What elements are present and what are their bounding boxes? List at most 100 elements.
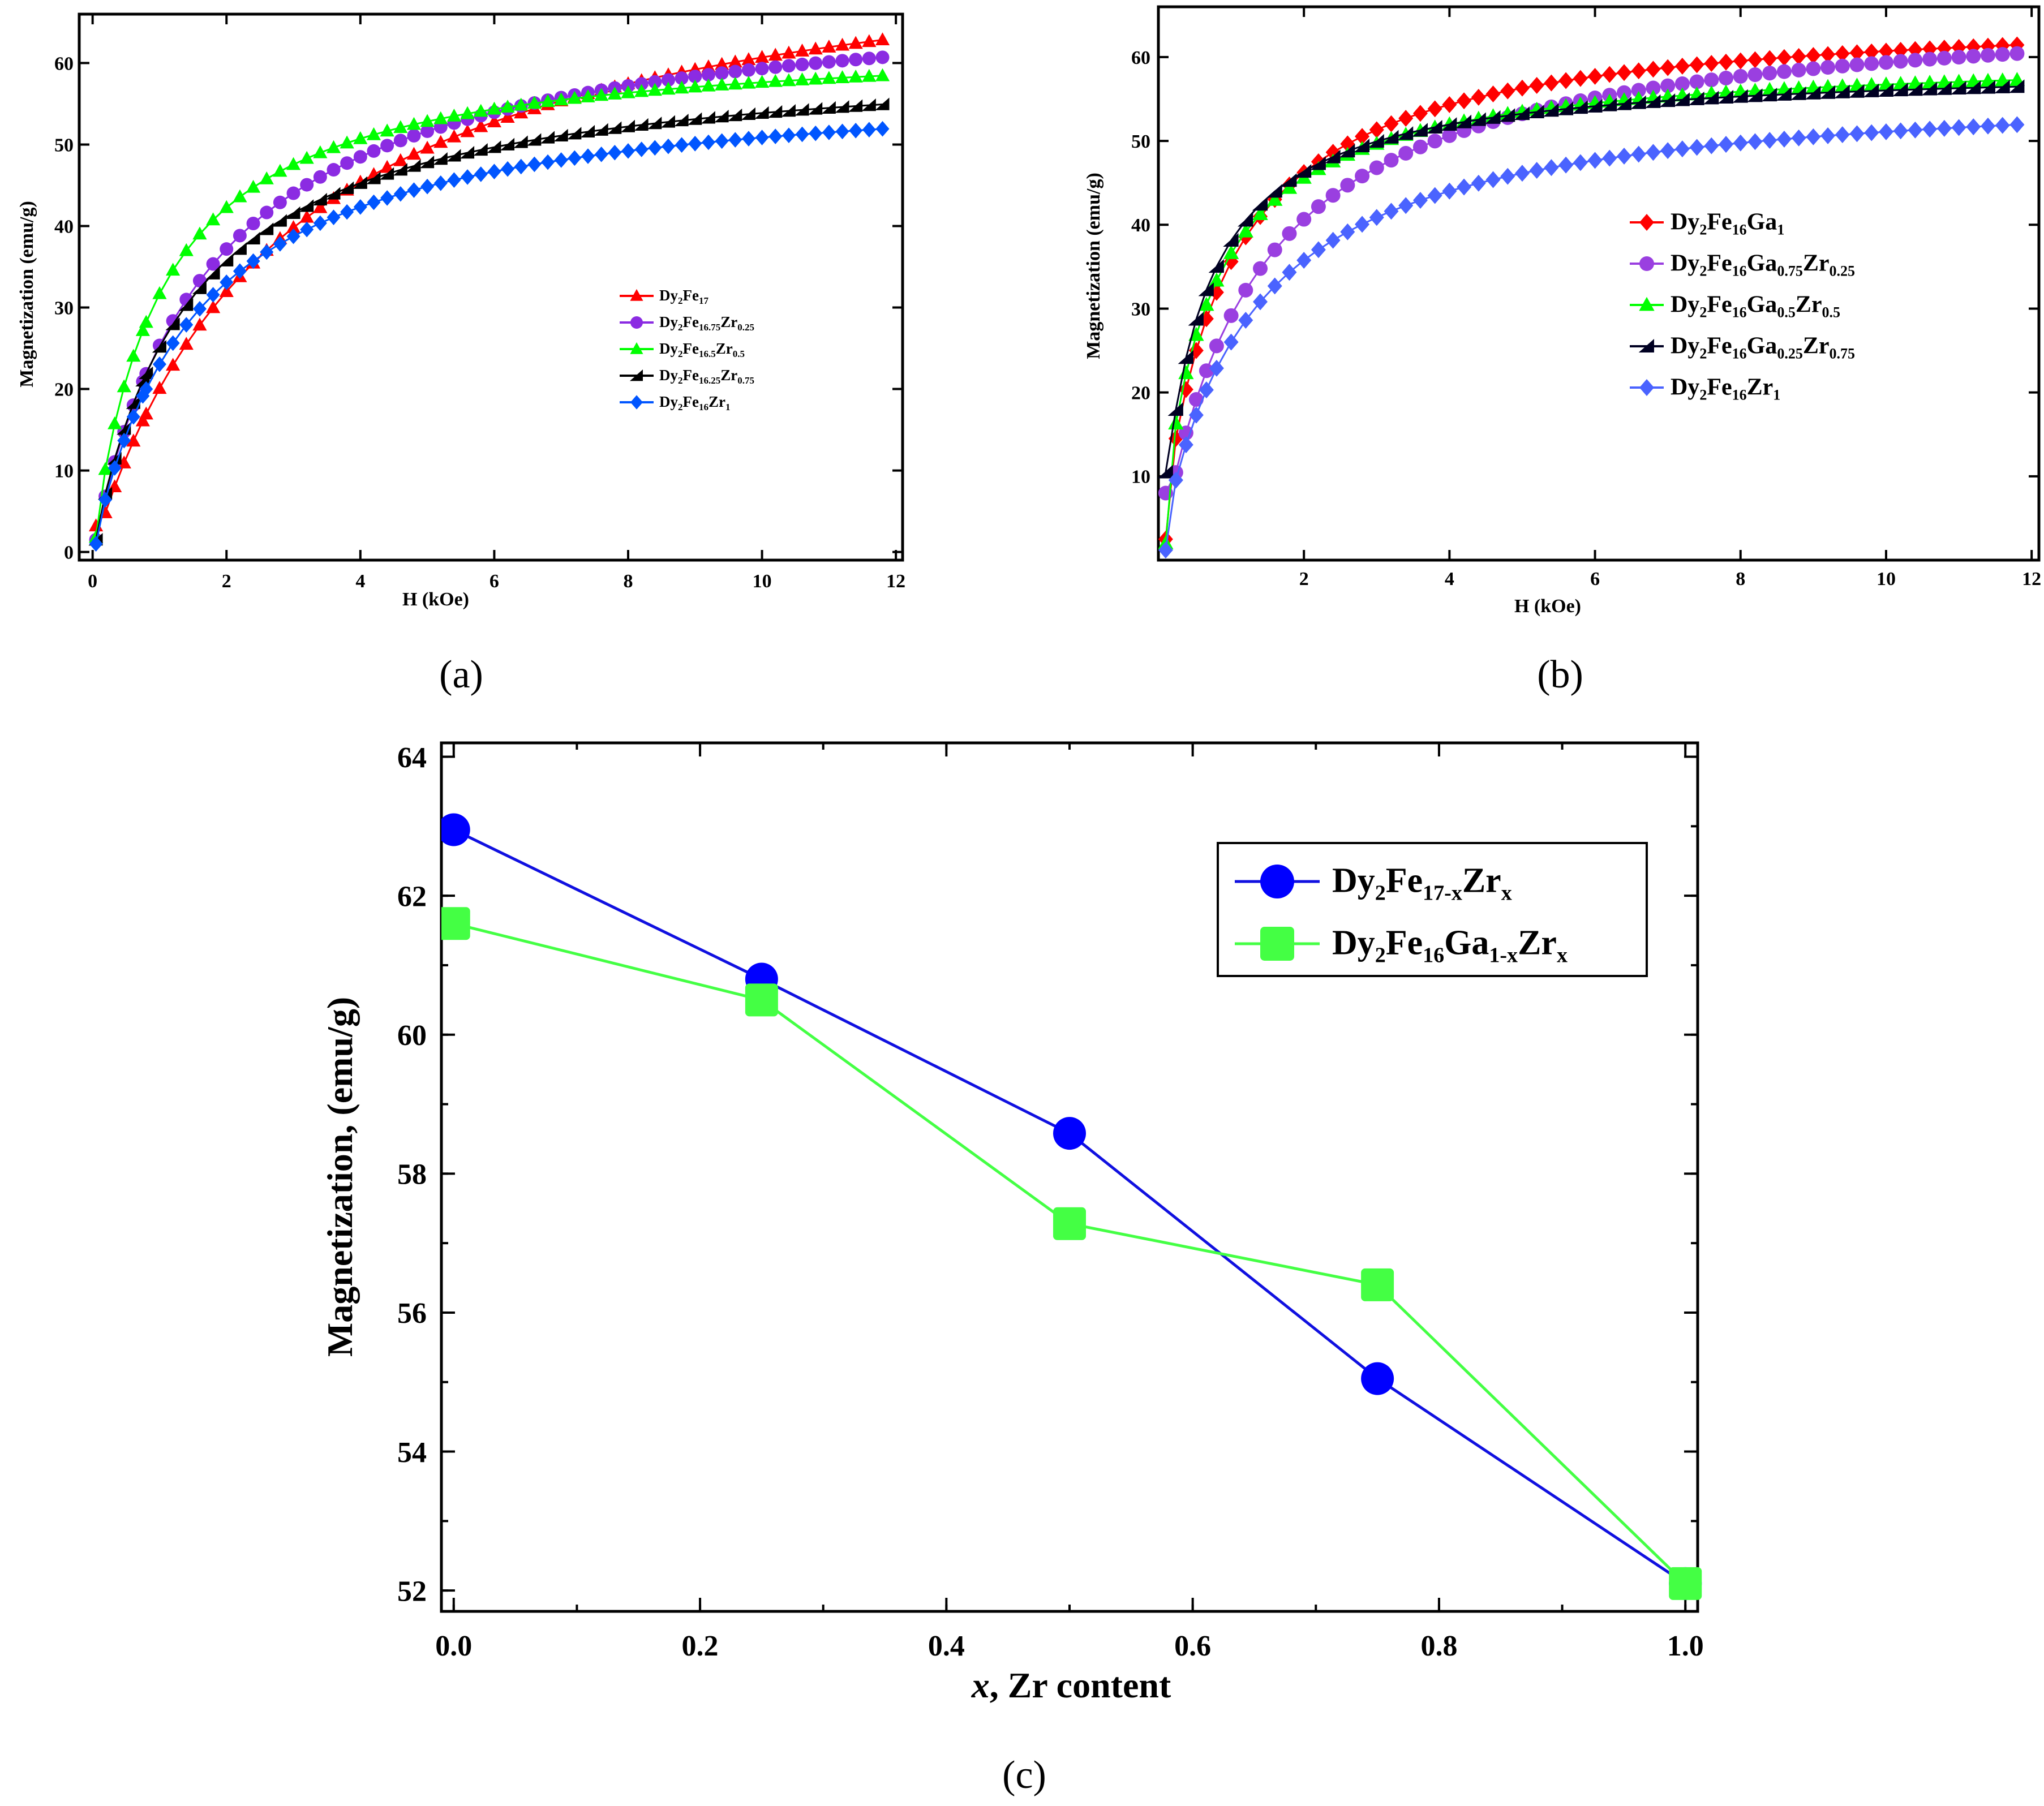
data-point [1485, 171, 1501, 188]
caption-c: (c) [1002, 1753, 1046, 1797]
data-point [741, 63, 755, 77]
data-point [1717, 89, 1734, 104]
data-point [1281, 173, 1297, 187]
data-point [861, 98, 876, 111]
data-point [446, 129, 462, 143]
data-point [634, 77, 649, 91]
data-point [1544, 74, 1559, 92]
data-point [1966, 118, 1981, 136]
data-point [822, 71, 836, 84]
series-line-1 [1165, 44, 2017, 540]
data-point [220, 274, 234, 290]
data-point [433, 135, 448, 148]
data-point [1863, 83, 1879, 97]
data-point [754, 106, 769, 119]
data-point [768, 74, 783, 87]
data-point [835, 70, 850, 83]
data-point [1951, 50, 1966, 65]
y-tick-label: 20 [54, 379, 74, 400]
data-point [674, 113, 689, 127]
data-point [1427, 119, 1442, 134]
data-point [1747, 133, 1763, 150]
data-point [260, 244, 274, 260]
data-point [849, 53, 863, 67]
data-point [1188, 392, 1204, 407]
data-point [473, 143, 488, 156]
data-point [192, 301, 207, 317]
data-point [862, 122, 876, 138]
plot-frame [1157, 5, 2041, 562]
data-point [1617, 64, 1632, 81]
legend: Dy2Fe16Ga1 Dy2Fe16Ga0.75Zr0.25 Dy2Fe16Ga0.… [1630, 209, 1855, 403]
data-point [433, 111, 448, 124]
x-tick-label: 6 [1590, 569, 1600, 590]
data-point [1719, 53, 1734, 71]
data-point [1587, 152, 1603, 169]
data-point [286, 157, 301, 170]
x-tick-label: 0.0 [435, 1630, 472, 1662]
chart-b: 2 4 6 8 10 12 10 20 30 40 50 60 H (kOe) Magnetization… [1083, 5, 2041, 617]
data-point [340, 204, 354, 220]
data-point [835, 54, 849, 68]
data-point [634, 84, 649, 97]
data-point [1209, 283, 1224, 301]
data-point [219, 253, 234, 266]
data-point [366, 127, 381, 140]
x-tick-label: 0.6 [1174, 1630, 1211, 1662]
data-point [715, 133, 729, 149]
data-point [233, 189, 247, 203]
data-point [1980, 117, 1995, 135]
data-point [768, 128, 783, 144]
data-point [594, 147, 608, 162]
data-point [621, 85, 635, 98]
data-point [474, 119, 488, 132]
data-point [1806, 61, 1821, 76]
data-point [152, 286, 167, 299]
data-point [313, 170, 327, 184]
y-tick-label: 60 [1131, 48, 1150, 68]
data-point [393, 134, 407, 148]
data-point [795, 72, 810, 85]
data-point [1339, 144, 1355, 158]
data-point [233, 263, 247, 280]
data-point [1703, 91, 1719, 105]
data-point [1631, 83, 1646, 98]
data-point [1471, 174, 1486, 192]
data-point [781, 45, 796, 59]
data-point [1412, 123, 1428, 137]
data-point [1849, 125, 1865, 143]
data-point [446, 149, 461, 162]
data-point [246, 179, 261, 193]
data-point [754, 50, 770, 63]
data-point [1253, 293, 1268, 311]
data-point [688, 70, 702, 84]
data-point [1198, 282, 1214, 296]
data-point [1544, 159, 1559, 177]
data-point [1398, 110, 1414, 127]
data-point [768, 48, 783, 61]
data-point [1733, 68, 1748, 84]
data-point [634, 118, 649, 131]
data-point [1266, 184, 1282, 198]
data-point [1776, 130, 1792, 148]
data-point [179, 243, 194, 256]
data-point [809, 125, 823, 141]
data-point [781, 59, 796, 73]
data-point [1188, 326, 1204, 341]
data-point [419, 156, 435, 169]
data-point [1558, 156, 1574, 174]
data-point [875, 50, 890, 64]
data-point [1572, 100, 1588, 114]
legend-label: Dy2Fe16Ga1 [1671, 209, 1784, 238]
data-point [500, 110, 515, 123]
data-point [567, 127, 582, 140]
data-point [353, 199, 367, 215]
data-point [1573, 70, 1588, 87]
data-point [607, 87, 622, 100]
legend-marker [630, 316, 643, 329]
data-point [1820, 127, 1836, 144]
data-point [487, 101, 502, 115]
data-point [1805, 85, 1821, 100]
data-point [741, 131, 755, 147]
